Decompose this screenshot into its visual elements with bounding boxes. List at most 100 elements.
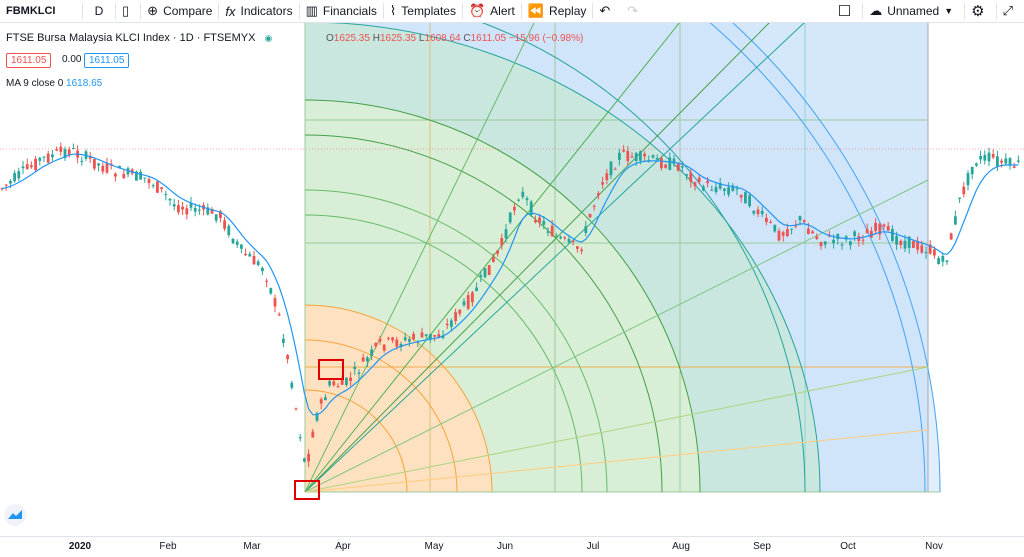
buy-price-box[interactable]: 1611.05 (84, 53, 130, 68)
candle-body (67, 149, 71, 156)
redo-button[interactable]: ↷ (621, 0, 649, 22)
candle-body (21, 166, 25, 169)
candle-body (252, 255, 256, 265)
candle-body (282, 338, 285, 343)
candle-body (731, 185, 735, 191)
candle-body (529, 201, 533, 215)
tradingview-logo[interactable] (4, 504, 26, 526)
xaxis-label: Aug (672, 541, 690, 552)
sell-price-box[interactable]: 1611.05 (6, 53, 52, 68)
gann-fan[interactable] (304, 0, 941, 493)
logo-icon (8, 510, 22, 519)
xaxis-label: Mar (243, 541, 261, 552)
candle-body (613, 168, 617, 170)
candle-body (639, 151, 642, 161)
candle-body (891, 229, 894, 241)
undo-button[interactable]: ↶ (593, 0, 621, 22)
candle-body (752, 210, 756, 214)
divider (82, 3, 83, 19)
candle-body (630, 156, 634, 158)
candle-body (63, 149, 67, 159)
candle-body (59, 146, 63, 152)
templates-button[interactable]: ⌇ Templates (384, 0, 462, 22)
candle-body (756, 209, 760, 215)
financials-button[interactable]: ▥ Financials (300, 0, 383, 22)
candle-body (1012, 166, 1016, 168)
candle-body (219, 211, 222, 218)
candle-body (9, 180, 12, 184)
layout-button[interactable]: ☁ Unnamed ▼ (863, 0, 964, 22)
candle-body (563, 237, 567, 239)
expand-button[interactable]: ⤢ (997, 0, 1024, 22)
candle-body (517, 199, 520, 201)
candle-body (424, 334, 428, 336)
candle-body (819, 242, 823, 247)
ohlc-values: O1625.35 H1625.35 L1608.64 C1611.05 −15.… (326, 33, 583, 44)
candle-body (307, 453, 310, 462)
divider (592, 3, 594, 19)
candle-body (93, 158, 96, 169)
candle-body (1008, 158, 1012, 165)
xaxis-label: Jul (586, 541, 600, 552)
candle-body (143, 177, 147, 179)
candle-body (844, 236, 848, 240)
candle-body (172, 204, 176, 207)
candle-body (231, 238, 235, 244)
candle-body (723, 188, 726, 191)
symbol-search[interactable]: FBMKLCI (6, 5, 56, 17)
candle-body (4, 184, 8, 186)
highlight-box-low[interactable] (294, 480, 320, 500)
candle-body (811, 231, 814, 234)
candle-body (618, 152, 621, 160)
candle-body (51, 154, 54, 158)
symbol-title[interactable]: FTSE Bursa Malaysia KLCI Index · 1D · FT… (6, 32, 272, 44)
time-axis[interactable]: 2020 Feb Mar Apr May Jun Jul Aug Sep Oct… (0, 536, 1024, 557)
candle-body (849, 241, 852, 246)
indicators-button[interactable]: fx Indicators (219, 0, 298, 22)
candle-body (483, 268, 487, 278)
candle-body (609, 161, 613, 176)
candle-body (496, 250, 499, 254)
candle-body (773, 224, 777, 232)
ma-legend[interactable]: MA 9 close 0 1618.65 (6, 78, 102, 89)
cloud-icon: ☁ (869, 3, 883, 18)
candle-body (542, 220, 546, 225)
highlight-box-apr[interactable] (318, 359, 344, 380)
candle-body (198, 209, 201, 211)
alert-button[interactable]: ⏰ Alert (463, 0, 521, 22)
candle-body (185, 208, 189, 215)
candle-body (378, 338, 382, 342)
candle-body (420, 332, 424, 338)
candle-body (807, 228, 810, 235)
candle-body (979, 155, 982, 160)
candle-body (916, 241, 919, 250)
candle-body (597, 193, 600, 196)
candle-body (210, 209, 214, 214)
candle-body (895, 236, 898, 245)
candle-body (42, 156, 46, 158)
candle-body (588, 213, 592, 218)
interval-button[interactable]: D (94, 4, 104, 18)
fullscreen-button[interactable]: ☐ (832, 0, 862, 22)
candle-body (328, 381, 331, 386)
candle-body (370, 349, 373, 356)
candlestick-series (0, 142, 1020, 468)
compare-button[interactable]: ⊕ Compare (141, 0, 218, 22)
candle-body (315, 413, 319, 421)
top-toolbar: FBMKLCI D ▯ ⊕ Compare fx Indicators ▥ Finan… (0, 0, 1024, 23)
settings-button[interactable]: ⚙ (965, 0, 995, 22)
price-chart[interactable] (0, 0, 1024, 536)
candle-body (135, 171, 138, 181)
alert-clock-icon: ⏰ (468, 3, 486, 18)
candle-body (798, 216, 802, 221)
candle-body (357, 372, 361, 374)
replay-button[interactable]: ⏪ Replay (522, 0, 593, 22)
candle-body (538, 217, 541, 223)
divider (995, 3, 997, 19)
candle-body (97, 163, 100, 166)
candle-body (361, 357, 365, 362)
chart-type-button[interactable]: ▯ (116, 0, 140, 22)
candle-body (332, 381, 336, 386)
candle-body (769, 221, 772, 223)
candle-body (534, 220, 537, 223)
